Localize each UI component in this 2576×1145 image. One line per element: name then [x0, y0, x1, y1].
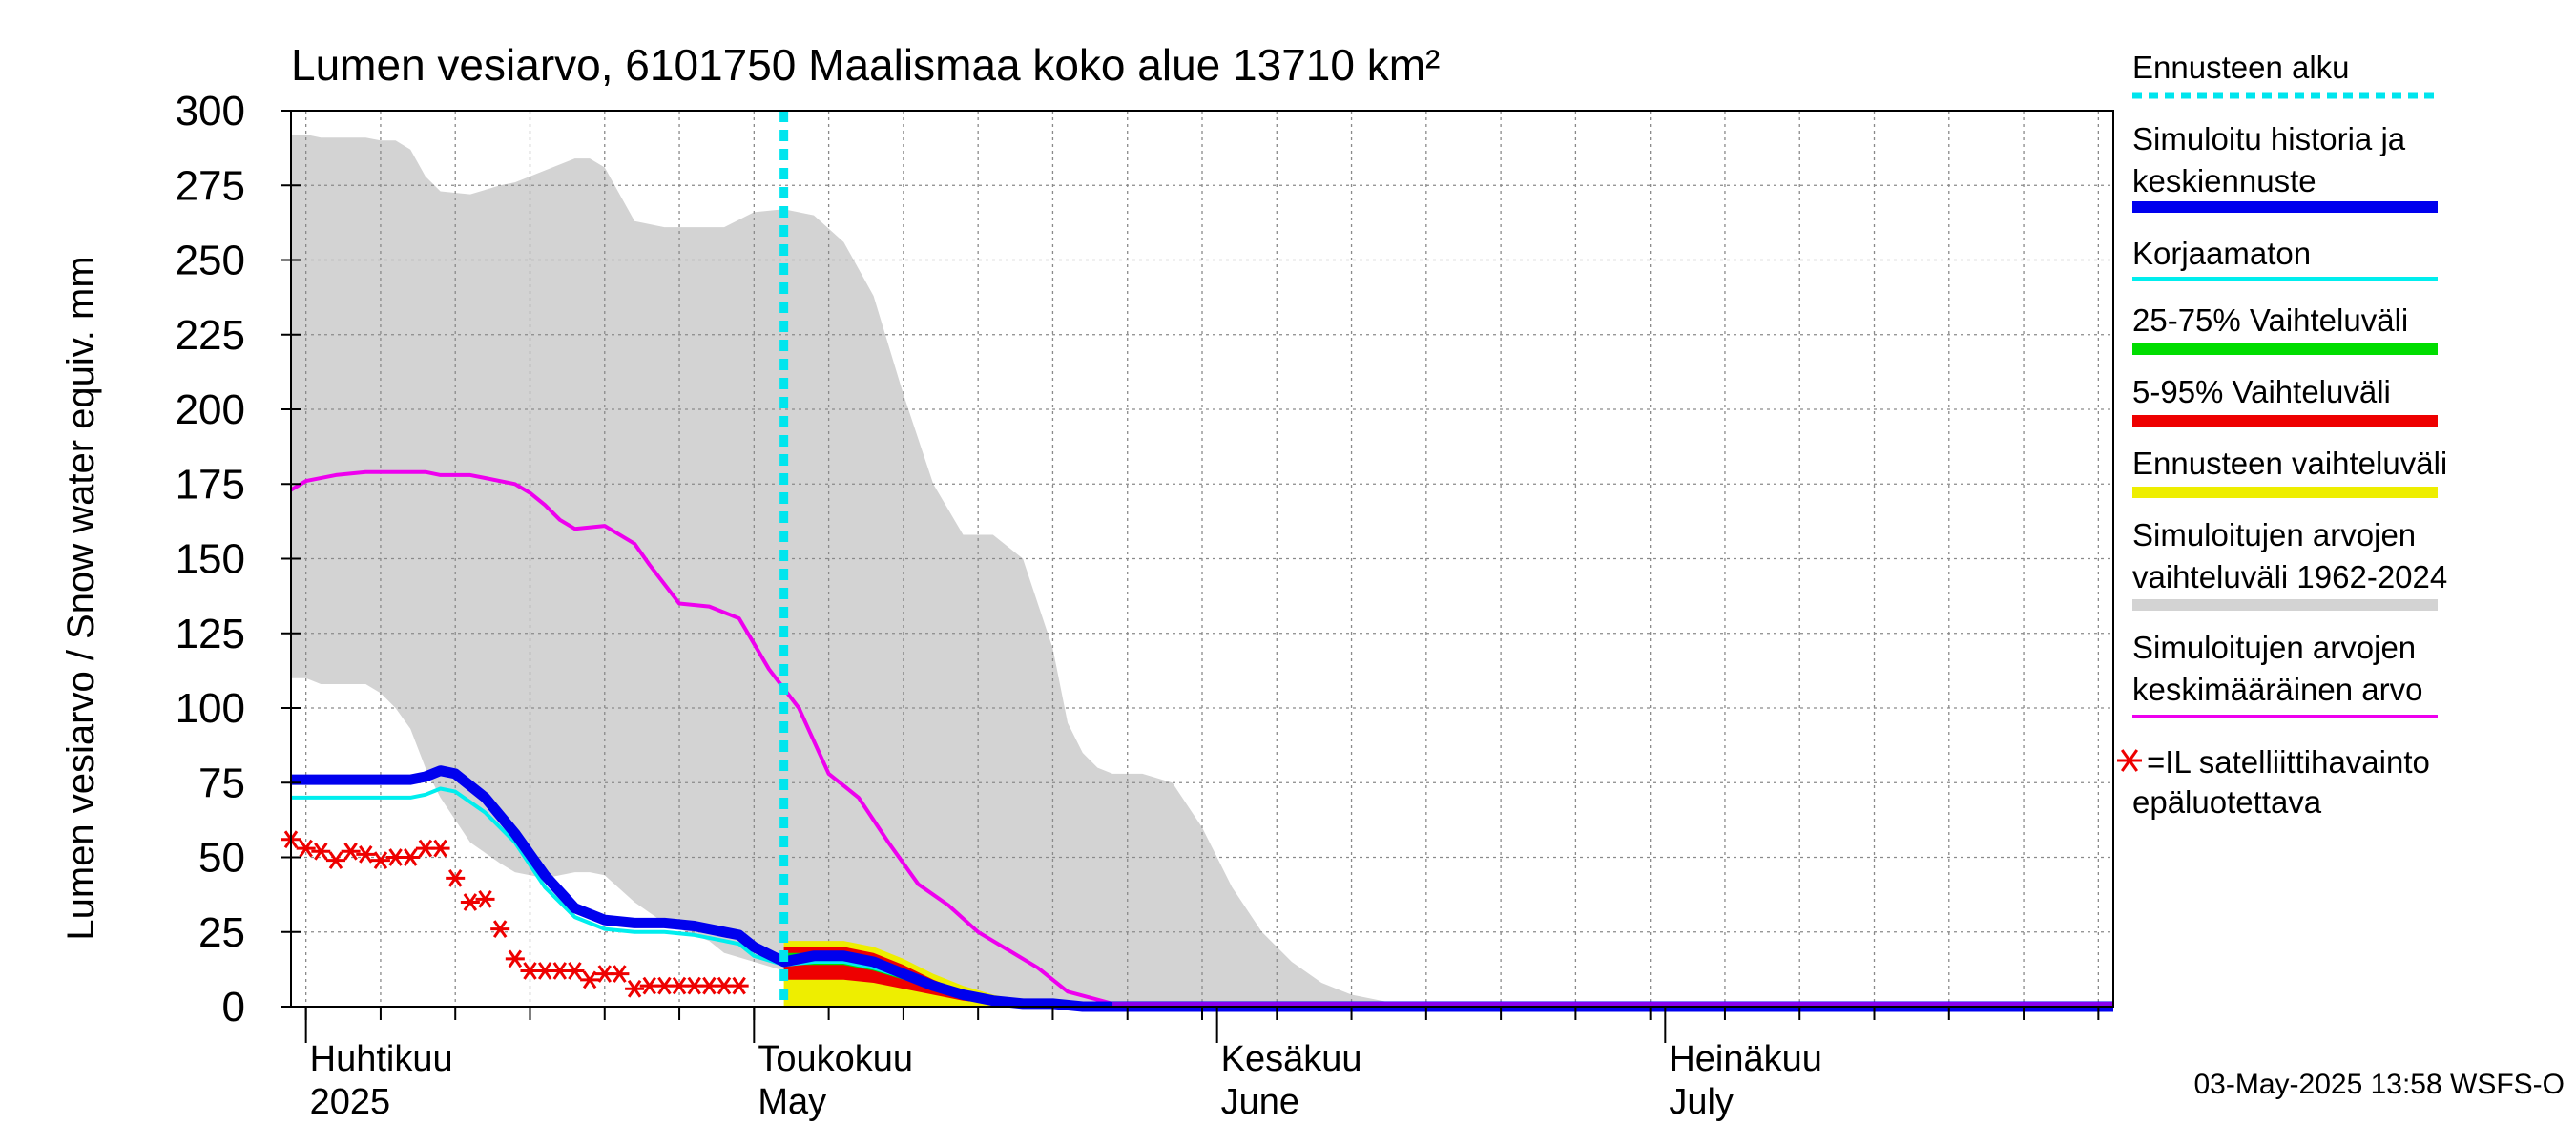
- y-tick-label: 75: [198, 760, 245, 806]
- legend-label: 25-75% Vaihteluväli: [2132, 302, 2408, 338]
- legend-item: Simuloitu historia ja keskiennuste: [2132, 121, 2438, 213]
- legend-item: 25-75% Vaihteluväli: [2132, 302, 2438, 355]
- legend-label: keskiennuste: [2132, 163, 2316, 198]
- legend-item: 5-95% Vaihteluväli: [2132, 374, 2438, 427]
- satellite-observation-point: [490, 920, 510, 938]
- historical-range-band: [291, 135, 2113, 1007]
- satellite-observation-point: [625, 979, 645, 998]
- x-month-label-fi: Kesäkuu: [1221, 1039, 1362, 1079]
- legend-label: Ennusteen vaihteluväli: [2132, 446, 2447, 481]
- x-month-label-fi: Heinäkuu: [1669, 1039, 1822, 1079]
- x-month-label-en: June: [1221, 1082, 1299, 1122]
- y-tick-label: 150: [176, 536, 245, 583]
- series-line-simuloitu-historia-ja-keskiennuste: [291, 765, 2113, 1012]
- y-tick-label: 25: [198, 909, 245, 956]
- series-line-simuloitujen-arvojen-keskim-r-inen-arvo: [289, 469, 2113, 1006]
- satellite-observation-point: [311, 842, 331, 861]
- legend-label: Simuloitujen arvojen: [2132, 517, 2416, 552]
- data-series: [281, 111, 2113, 1012]
- y-tick-label: 200: [176, 386, 245, 433]
- forecast-range-band: [783, 941, 2113, 1007]
- x-month-label-en: 2025: [310, 1082, 391, 1122]
- satellite-observation-point: [580, 970, 600, 989]
- legend-item: Ennusteen vaihteluväli: [2132, 446, 2447, 498]
- y-tick-label: 50: [198, 835, 245, 882]
- legend-item-satellite: =IL satelliittihavainto epäluotettava: [2117, 744, 2430, 820]
- legend-label: vaihteluväli 1962-2024: [2132, 559, 2447, 594]
- legend-item: Simuloitujen arvojen vaihteluväli 1962-20…: [2132, 517, 2447, 611]
- satellite-observation-point: [341, 842, 361, 861]
- legend-label: 5-95% Vaihteluväli: [2132, 374, 2391, 409]
- y-tick-label: 125: [176, 611, 245, 657]
- satellite-observation-point: [446, 869, 466, 887]
- legend-item: Ennusteen alku: [2132, 50, 2438, 99]
- y-tick-label: 250: [176, 238, 245, 284]
- y-tick-label: 0: [222, 984, 245, 1030]
- legend-label: epäluotettava: [2132, 784, 2322, 820]
- y-tick-label: 175: [176, 461, 245, 508]
- legend: Ennusteen alku Simuloitu historia ja keski…: [2117, 50, 2447, 820]
- legend-label: Ennusteen alku: [2132, 50, 2350, 85]
- satellite-observation-point: [430, 839, 450, 858]
- timestamp: 03-May-2025 13:58 WSFS-O: [2194, 1069, 2566, 1100]
- satellite-observation-point: [610, 965, 630, 983]
- satellite-observation-point: [401, 848, 421, 866]
- legend-label: Simuloitujen arvojen: [2132, 630, 2416, 665]
- y-tick-label: 300: [176, 88, 245, 135]
- satellite-observation-point: [370, 851, 390, 869]
- satellite-observation-point: [460, 893, 480, 911]
- grid-lines: [291, 110, 2113, 1007]
- satellite-observation-point: [475, 889, 495, 908]
- legend-star-icon: [2117, 749, 2142, 772]
- y-tick-label: 275: [176, 162, 245, 209]
- satellite-observation-point: [729, 976, 749, 995]
- satellite-observation-point: [565, 962, 585, 980]
- y-tick-label: 100: [176, 685, 245, 732]
- legend-label: keskimääräinen arvo: [2132, 672, 2422, 707]
- x-month-label-fi: Huhtikuu: [310, 1039, 453, 1079]
- chart-title: Lumen vesiarvo, 6101750 Maalismaa koko a…: [291, 40, 1440, 90]
- legend-label: Simuloitu historia ja: [2132, 121, 2406, 156]
- legend-item: Simuloitujen arvojen keskimääräinen arvo: [2132, 630, 2438, 718]
- satellite-observation-point: [296, 839, 316, 858]
- x-month-label-fi: Toukokuu: [758, 1039, 913, 1079]
- satellite-observation-point: [356, 845, 376, 864]
- y-axis-label: Lumen vesiarvo / Snow water equiv. mm: [60, 256, 102, 940]
- legend-label: =IL satelliittihavainto: [2147, 744, 2430, 780]
- satellite-observation-point: [325, 851, 345, 869]
- range-bands: [291, 135, 2113, 1007]
- y-tick-label: 225: [176, 312, 245, 359]
- legend-item: Korjaamaton: [2132, 236, 2438, 281]
- x-month-label-en: May: [758, 1082, 826, 1122]
- x-month-label-en: July: [1669, 1082, 1734, 1122]
- satellite-observation-point: [505, 949, 525, 968]
- legend-label: Korjaamaton: [2132, 236, 2311, 271]
- axes: 0 25 50 75 100 125 150 175 200 225 250 275 300 Huhtik…: [176, 88, 2114, 1122]
